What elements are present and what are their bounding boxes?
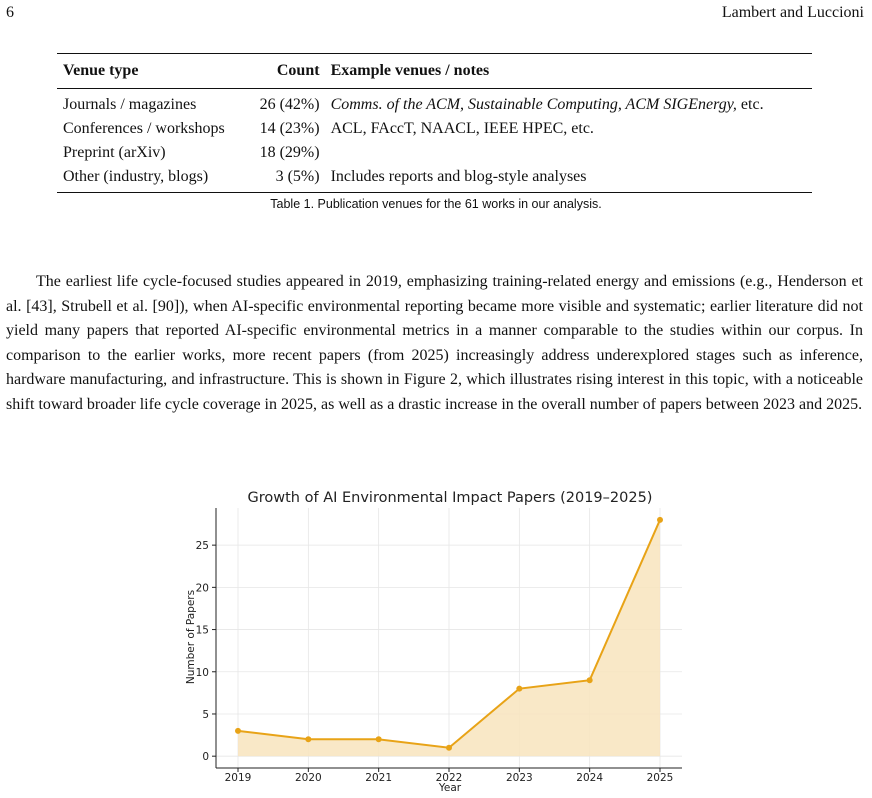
venue-table: Venue type Count Example venues / notes … [57,53,812,193]
cell-count: 26 (42%) [259,96,320,113]
growth-chart: Growth of AI Environmental Impact Papers… [185,490,682,794]
x-tick-labels: 2019 2020 2021 2022 2023 2024 2025 [225,768,674,784]
body-paragraph: The earliest life cycle-focused studies … [6,273,863,413]
cell-notes: Includes reports and blog-style analyses [330,168,587,185]
chart-title: Growth of AI Environmental Impact Papers… [248,490,653,506]
cell-notes-suffix: etc. [736,96,764,113]
table-header-row: Venue type Count Example venues / notes [57,53,812,89]
y-tick-label: 20 [196,582,209,594]
x-tick-label: 2022 [436,772,463,784]
growth-chart-figure: Growth of AI Environmental Impact Papers… [170,482,700,798]
data-point [586,677,593,684]
cell-venue-type: Conferences / workshops [63,120,225,137]
x-tick-label: 2023 [506,772,533,784]
table-row: Conferences / workshops 14 (23%) ACL, FA… [57,117,812,141]
y-tick-labels: 0 5 10 15 20 25 [196,540,216,763]
cell-count: 3 (5%) [275,168,320,185]
data-point [375,736,382,743]
y-tick-label: 10 [196,667,209,679]
x-tick-label: 2025 [647,772,674,784]
page-number: 6 [6,4,14,21]
x-tick-label: 2020 [295,772,322,784]
y-tick-label: 0 [202,751,209,763]
y-tick-label: 15 [196,625,209,637]
y-axis-label: Number of Papers [185,590,197,684]
table-caption: Table 1. Publication venues for the 61 w… [270,197,602,211]
cell-notes: Comms. of the ACM, Sustainable Computing… [325,89,812,118]
cell-notes-italic: Comms. of the ACM, Sustainable Computing… [330,96,737,113]
running-head: Lambert and Luccioni [721,4,864,21]
venue-table-container: Venue type Count Example venues / notes … [57,53,812,193]
area-fill [238,519,660,757]
x-axis-label: Year [438,782,462,794]
page-header: 6 Lambert and Luccioni [6,4,864,26]
cell-count: 18 (29%) [259,144,320,161]
data-points [235,516,663,751]
x-tick-label: 2021 [365,772,392,784]
header-count: Count [246,53,325,89]
data-point [305,736,312,743]
y-tick-label: 25 [196,540,209,552]
cell-venue-type: Preprint (arXiv) [63,144,166,161]
data-point [516,685,523,692]
table-row: Journals / magazines 26 (42%) Comms. of … [57,89,812,118]
y-tick-label: 5 [202,709,209,721]
x-tick-label: 2019 [225,772,252,784]
header-venue-type: Venue type [57,53,247,89]
cell-count: 14 (23%) [259,120,320,137]
data-point [446,744,452,751]
cell-venue-type: Other (industry, blogs) [63,168,209,185]
header-notes: Example venues / notes [324,53,812,89]
table-row: Other (industry, blogs) 3 (5%) Includes … [57,165,812,193]
cell-notes [325,141,812,165]
data-point [657,516,663,523]
cell-venue-type: Journals / magazines [63,96,197,113]
cell-notes: ACL, FAccT, NAACL, IEEE HPEC, etc. [330,120,594,137]
x-tick-label: 2024 [576,772,603,784]
table-row: Preprint (arXiv) 18 (29%) [57,141,812,165]
data-point [235,727,241,734]
